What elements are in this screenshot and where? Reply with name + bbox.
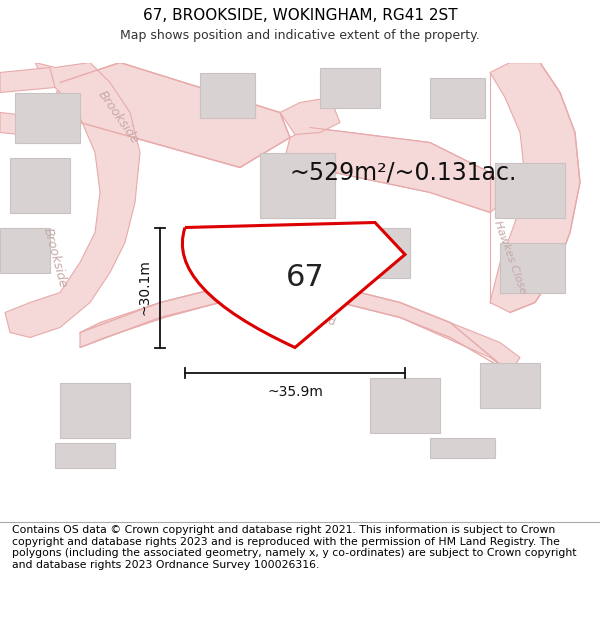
Polygon shape (490, 62, 580, 312)
Bar (495, 162, 565, 217)
Text: ~35.9m: ~35.9m (267, 384, 323, 399)
PathPatch shape (182, 222, 405, 348)
Bar (55, 442, 115, 468)
Text: Arthur Rd: Arthur Rd (283, 308, 337, 327)
Text: Brookside: Brookside (41, 226, 69, 289)
Text: Map shows position and indicative extent of the property.: Map shows position and indicative extent… (120, 29, 480, 42)
Bar (10, 158, 70, 212)
Bar (430, 78, 485, 118)
Bar (345, 228, 410, 278)
Bar (430, 438, 495, 458)
Bar (200, 72, 255, 118)
Text: ~30.1m: ~30.1m (138, 259, 152, 316)
Text: Contains OS data © Crown copyright and database right 2021. This information is : Contains OS data © Crown copyright and d… (12, 525, 577, 570)
Text: 67, BROOKSIDE, WOKINGHAM, RG41 2ST: 67, BROOKSIDE, WOKINGHAM, RG41 2ST (143, 8, 457, 23)
Polygon shape (0, 68, 55, 92)
Bar (500, 242, 565, 292)
Text: 67: 67 (286, 263, 325, 292)
Bar (320, 68, 380, 108)
Bar (260, 152, 335, 218)
Bar (15, 92, 80, 142)
Polygon shape (55, 62, 290, 168)
Text: ~529m²/~0.131ac.: ~529m²/~0.131ac. (290, 161, 517, 184)
Polygon shape (285, 127, 510, 212)
Bar (480, 362, 540, 408)
Bar (60, 382, 130, 438)
Polygon shape (80, 282, 520, 372)
Bar (370, 378, 440, 432)
Text: Brookside: Brookside (95, 88, 141, 147)
Polygon shape (5, 62, 140, 338)
Polygon shape (0, 112, 50, 138)
Polygon shape (280, 98, 340, 134)
Text: Hawkes Close: Hawkes Close (492, 219, 528, 296)
Bar (0, 228, 50, 272)
